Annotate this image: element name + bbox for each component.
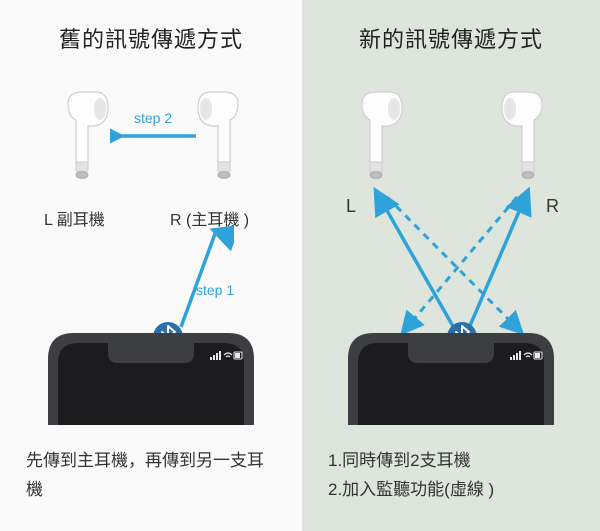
title-new: 新的訊號傳遞方式 [302, 22, 600, 54]
phone-new [348, 333, 554, 430]
earbud-left [66, 90, 110, 182]
panel-new: 新的訊號傳遞方式 L R [302, 0, 600, 531]
earbud-right-new [500, 90, 544, 182]
label-l-old: L 副耳機 [44, 206, 105, 230]
arrows-new [342, 185, 562, 345]
caption-line1: 1.同時傳到2支耳機 [328, 446, 574, 476]
panel-old: 舊的訊號傳遞方式 step 2 L 副耳機 R (主耳機 ) [0, 0, 302, 531]
earbud-right [196, 90, 240, 182]
label-step2: step 2 [134, 110, 172, 126]
label-step1: step 1 [196, 282, 234, 298]
arrow-step2 [110, 126, 200, 151]
caption-old: 先傳到主耳機，再傳到另一支耳機 [26, 446, 276, 506]
phone-old [48, 333, 254, 430]
arrow-step1 [174, 223, 234, 336]
caption-new: 1.同時傳到2支耳機 2.加入監聽功能(虛線 ) [328, 446, 574, 506]
title-old: 舊的訊號傳遞方式 [0, 22, 302, 54]
caption-line2: 2.加入監聽功能(虛線 ) [328, 475, 574, 505]
earbud-left-new [360, 90, 404, 182]
